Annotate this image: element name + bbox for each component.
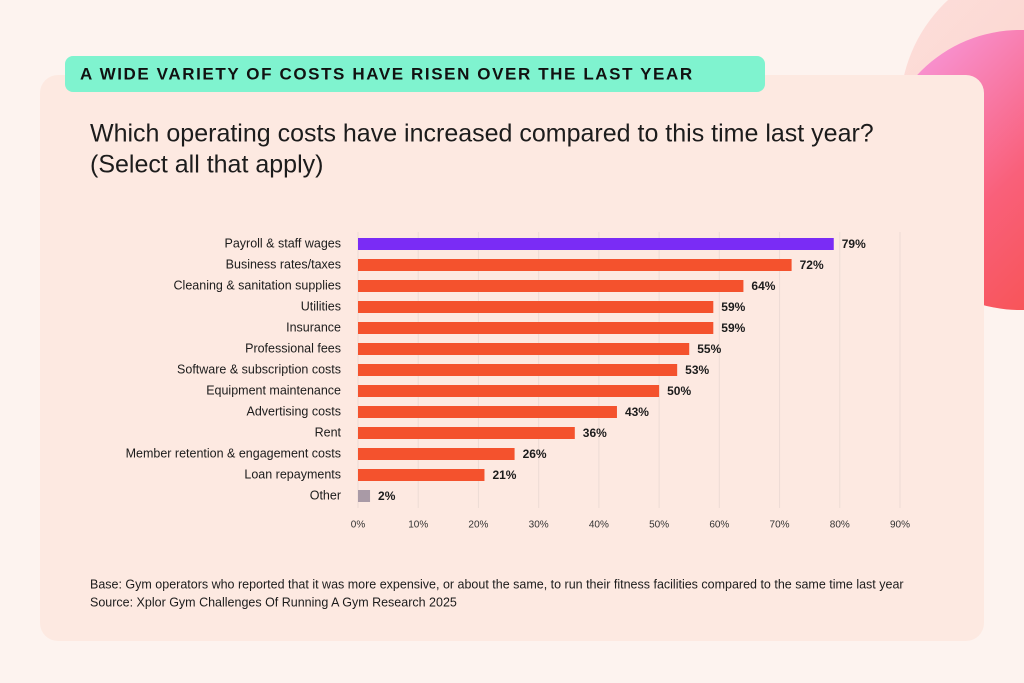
bar (358, 448, 515, 460)
bar (358, 238, 834, 250)
bars: Payroll & staff wages 79% Business rates/t… (126, 236, 867, 503)
value-label: 26% (523, 447, 547, 461)
card (40, 75, 984, 641)
chart-title: Which operating costs have increased com… (90, 120, 874, 148)
x-tick-label: 10% (408, 520, 428, 531)
x-tick-label: 70% (770, 520, 790, 531)
x-tick-label: 30% (529, 520, 549, 531)
value-label: 64% (751, 279, 775, 293)
category-label: Utilities (301, 299, 341, 313)
category-label: Software & subscription costs (177, 362, 341, 376)
x-tick-label: 50% (649, 520, 669, 531)
chart-subtitle: (Select all that apply) (90, 151, 323, 179)
category-label: Member retention & engagement costs (126, 446, 341, 460)
category-label: Business rates/taxes (226, 257, 341, 271)
source-note: Source: Xplor Gym Challenges Of Running … (90, 595, 457, 609)
x-tick-label: 60% (709, 520, 729, 531)
category-label: Equipment maintenance (206, 383, 341, 397)
x-tick-label: 80% (830, 520, 850, 531)
value-label: 43% (625, 405, 649, 419)
banner-text: A WIDE VARIETY OF COSTS HAVE RISEN OVER … (80, 64, 694, 83)
value-label: 72% (800, 258, 824, 272)
bar (358, 280, 744, 292)
value-label: 59% (721, 321, 745, 335)
category-label: Other (310, 488, 341, 502)
bar (358, 490, 371, 502)
value-label: 36% (583, 426, 607, 440)
bar (358, 343, 690, 355)
bar (358, 301, 714, 313)
category-label: Rent (315, 425, 342, 439)
category-label: Advertising costs (247, 404, 341, 418)
bar (358, 406, 617, 418)
value-label: 79% (842, 237, 866, 251)
x-tick-label: 90% (890, 520, 910, 531)
category-label: Loan repayments (244, 467, 341, 481)
value-label: 59% (721, 300, 745, 314)
x-tick-label: 20% (468, 520, 488, 531)
category-label: Insurance (286, 320, 341, 334)
category-label: Professional fees (245, 341, 341, 355)
base-note: Base: Gym operators who reported that it… (90, 577, 904, 591)
bar (358, 427, 575, 439)
category-label: Payroll & staff wages (225, 236, 342, 250)
x-tick-label: 0% (351, 520, 366, 531)
category-label: Cleaning & sanitation supplies (174, 278, 341, 292)
bar (358, 322, 714, 334)
banner (65, 56, 765, 92)
value-label: 21% (492, 468, 516, 482)
value-label: 55% (697, 342, 721, 356)
value-label: 53% (685, 363, 709, 377)
bar (358, 469, 485, 481)
x-tick-label: 40% (589, 520, 609, 531)
value-label: 50% (667, 384, 691, 398)
bar (358, 364, 678, 376)
bar (358, 385, 660, 397)
bar (358, 259, 792, 271)
value-label: 2% (378, 489, 396, 503)
